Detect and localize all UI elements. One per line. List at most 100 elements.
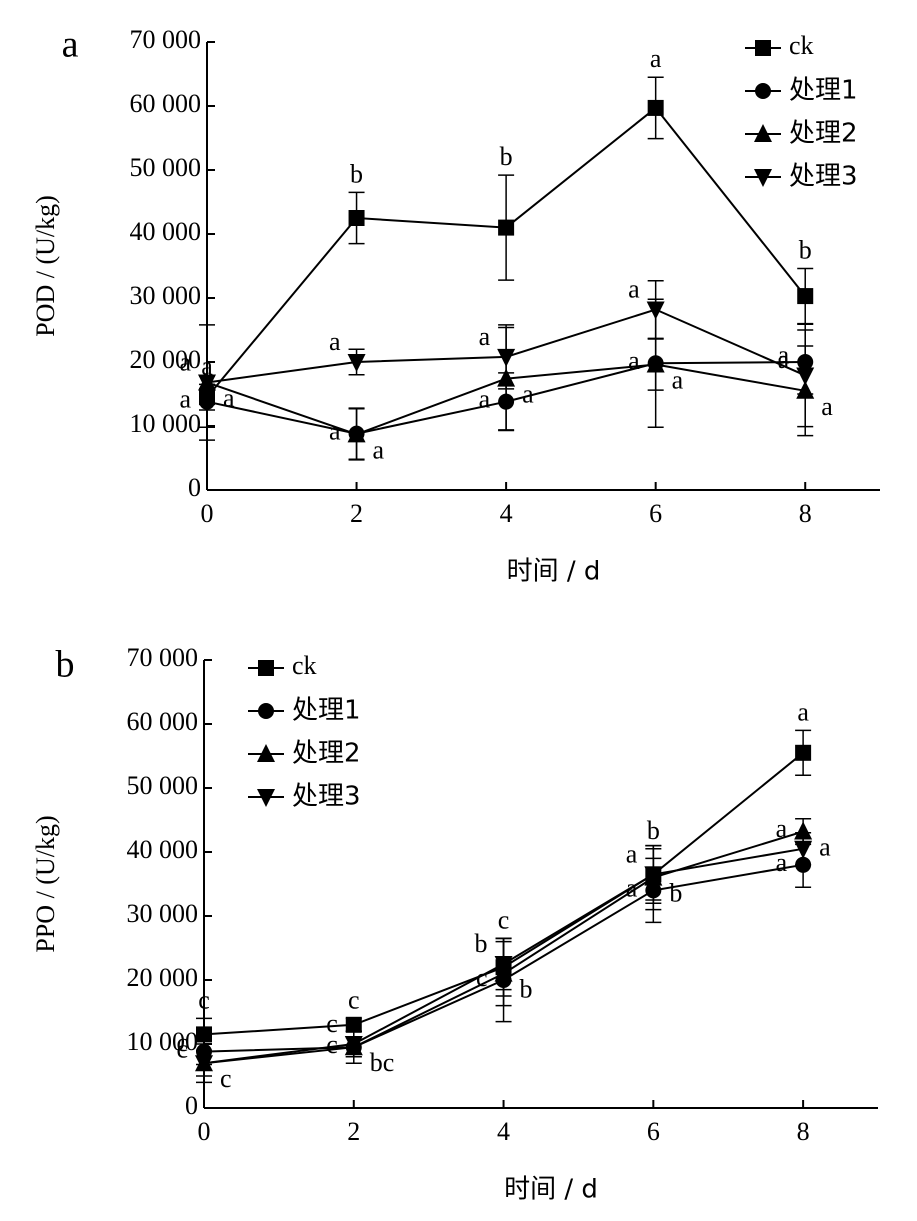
y-tick-label: 60 000 bbox=[130, 89, 202, 118]
significance-letter: b bbox=[475, 929, 488, 958]
marker bbox=[195, 1055, 213, 1074]
significance-letter: c bbox=[326, 1030, 338, 1059]
marker bbox=[646, 301, 665, 320]
legend-marker bbox=[755, 40, 771, 56]
x-tick-label: 0 bbox=[201, 499, 214, 528]
y-tick-label: 60 000 bbox=[127, 707, 199, 736]
legend-label: 处理3 bbox=[789, 162, 858, 192]
y-tick-label: 0 bbox=[188, 473, 201, 502]
legend-marker bbox=[258, 703, 274, 719]
x-tick-label: 6 bbox=[649, 499, 662, 528]
marker bbox=[347, 424, 366, 443]
significance-letter: a bbox=[672, 366, 684, 395]
marker bbox=[344, 1036, 363, 1054]
legend-label: 处理2 bbox=[292, 739, 361, 769]
significance-letter: a bbox=[223, 383, 235, 412]
y-tick-label: 0 bbox=[185, 1091, 198, 1120]
marker bbox=[647, 99, 664, 116]
y-tick-label: 50 000 bbox=[130, 153, 202, 182]
panel-label: a bbox=[62, 24, 79, 66]
significance-letter: b bbox=[520, 975, 533, 1004]
legend-label: 处理1 bbox=[789, 76, 858, 106]
significance-letter: c bbox=[220, 1064, 232, 1093]
marker bbox=[494, 956, 513, 974]
significance-letter: a bbox=[628, 346, 640, 375]
significance-letter: a bbox=[373, 435, 385, 464]
legend-marker bbox=[257, 789, 275, 807]
legend-marker bbox=[755, 83, 771, 99]
legend-label: 处理1 bbox=[292, 696, 361, 726]
x-axis-label: 时间 / d bbox=[507, 557, 601, 587]
y-tick-label: 10 000 bbox=[130, 409, 202, 438]
y-tick-label: 40 000 bbox=[127, 835, 199, 864]
significance-letter: a bbox=[179, 347, 191, 376]
significance-letter: a bbox=[797, 697, 809, 726]
legend-label: 处理2 bbox=[789, 119, 858, 149]
marker bbox=[644, 866, 663, 885]
significance-letter: a bbox=[776, 814, 788, 843]
y-tick-label: 20 000 bbox=[127, 963, 199, 992]
significance-letter: b bbox=[647, 816, 660, 845]
x-tick-label: 8 bbox=[799, 499, 812, 528]
marker bbox=[497, 348, 516, 367]
significance-letter: c bbox=[476, 963, 488, 992]
y-tick-label: 10 000 bbox=[127, 1027, 199, 1056]
marker bbox=[797, 288, 814, 305]
legend-label: ck bbox=[789, 31, 814, 60]
legend-label: 处理3 bbox=[292, 782, 361, 812]
x-tick-label: 2 bbox=[347, 1117, 360, 1146]
x-tick-label: 4 bbox=[500, 499, 513, 528]
y-tick-label: 40 000 bbox=[130, 217, 202, 246]
x-tick-label: 8 bbox=[797, 1117, 810, 1146]
y-axis-label: PPO / (U/kg) bbox=[31, 815, 60, 952]
y-tick-label: 20 000 bbox=[130, 345, 202, 374]
significance-letter: b bbox=[350, 159, 363, 188]
significance-letter: a bbox=[778, 340, 790, 369]
significance-letter: c bbox=[176, 1035, 188, 1064]
x-tick-label: 0 bbox=[198, 1117, 211, 1146]
marker bbox=[795, 744, 812, 761]
marker bbox=[498, 219, 515, 236]
significance-letter: c bbox=[176, 1028, 188, 1057]
legend-marker bbox=[258, 660, 274, 676]
significance-letter: a bbox=[628, 274, 640, 303]
significance-letter: b bbox=[669, 879, 682, 908]
x-tick-label: 4 bbox=[497, 1117, 510, 1146]
significance-letter: a bbox=[179, 385, 191, 414]
significance-letter: a bbox=[479, 322, 491, 351]
significance-letter: b bbox=[500, 142, 513, 171]
significance-letter: a bbox=[329, 417, 341, 446]
x-tick-label: 6 bbox=[647, 1117, 660, 1146]
legend-marker bbox=[754, 169, 772, 187]
significance-letter: b bbox=[799, 236, 812, 265]
marker bbox=[345, 1016, 362, 1033]
marker bbox=[646, 354, 665, 373]
x-tick-label: 2 bbox=[350, 499, 363, 528]
y-tick-label: 70 000 bbox=[130, 25, 202, 54]
marker bbox=[796, 367, 815, 386]
significance-letter: a bbox=[776, 848, 788, 877]
y-tick-label: 50 000 bbox=[127, 771, 199, 800]
significance-letter: a bbox=[821, 392, 833, 421]
y-tick-label: 30 000 bbox=[130, 281, 202, 310]
marker bbox=[347, 354, 366, 372]
significance-letter: a bbox=[479, 385, 491, 414]
marker bbox=[348, 210, 365, 226]
legend-label: ck bbox=[292, 651, 317, 680]
marker bbox=[198, 374, 216, 393]
marker bbox=[794, 821, 813, 840]
y-tick-label: 70 000 bbox=[127, 643, 199, 672]
legend-marker bbox=[257, 744, 275, 762]
significance-letter: a bbox=[329, 327, 341, 356]
significance-letter: c bbox=[326, 1009, 338, 1038]
significance-letter: a bbox=[626, 839, 638, 868]
significance-letter: a bbox=[819, 832, 831, 861]
significance-letter: a bbox=[650, 44, 662, 73]
significance-letter: c bbox=[498, 905, 510, 934]
y-tick-label: 30 000 bbox=[127, 899, 199, 928]
marker bbox=[794, 840, 813, 859]
panel-label: b bbox=[56, 644, 75, 686]
significance-letter: a bbox=[522, 380, 534, 409]
legend-marker bbox=[754, 124, 772, 142]
